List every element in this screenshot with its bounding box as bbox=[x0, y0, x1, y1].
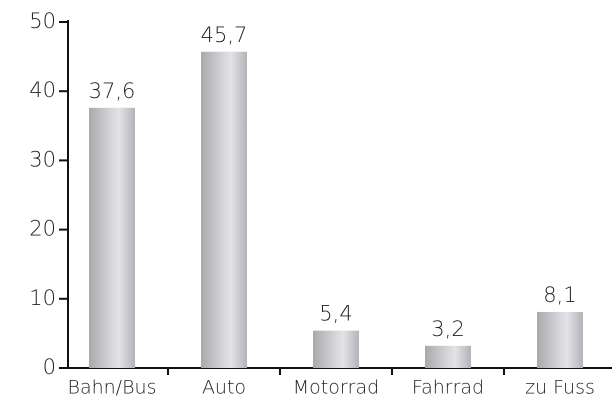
bar bbox=[201, 51, 247, 368]
y-tick-label: 0 bbox=[43, 355, 56, 379]
value-label: 5,4 bbox=[319, 302, 352, 326]
y-tick-label: 30 bbox=[29, 147, 56, 171]
bar bbox=[313, 330, 359, 368]
y-tick-label: 50 bbox=[29, 9, 56, 33]
bar bbox=[537, 311, 583, 368]
bar bbox=[89, 107, 135, 369]
value-label: 8,1 bbox=[543, 283, 576, 307]
x-tick-label: Motorrad bbox=[293, 377, 379, 399]
value-label: 45,7 bbox=[201, 23, 248, 47]
value-label: 37,6 bbox=[89, 79, 136, 103]
y-tick-label: 40 bbox=[29, 78, 56, 102]
value-label: 3,2 bbox=[431, 317, 464, 341]
x-tick-label: Fahrrad bbox=[412, 377, 484, 399]
bar bbox=[425, 345, 471, 368]
y-tick-label: 20 bbox=[29, 217, 56, 241]
y-tick-label: 10 bbox=[29, 286, 56, 310]
x-tick-label: Bahn/Bus bbox=[68, 377, 157, 399]
x-tick-label: zu Fuss bbox=[525, 377, 595, 399]
x-tick-label: Auto bbox=[202, 377, 246, 399]
